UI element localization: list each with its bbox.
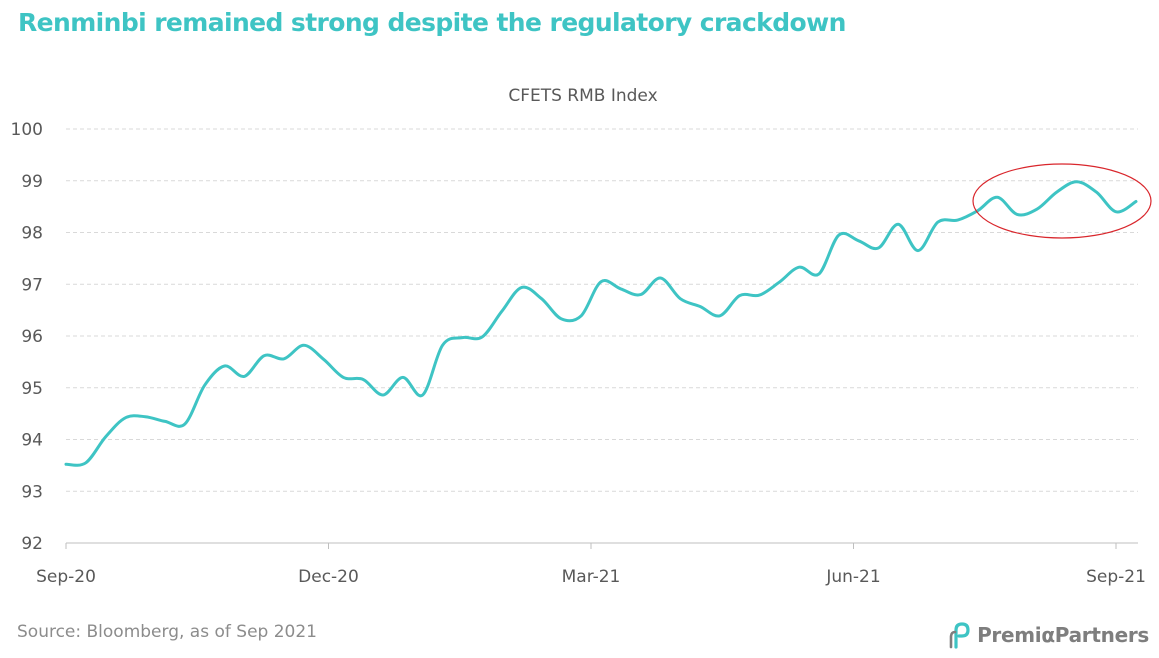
highlight-ellipse bbox=[972, 163, 1152, 239]
x-axis: Sep-20 Dec-20 Mar-21 Jun-21 Sep-21 bbox=[36, 542, 1146, 587]
annotation-layer bbox=[972, 163, 1152, 239]
y-tick-label: 98 bbox=[21, 224, 43, 244]
chart-headline: Renminbi remained strong despite the reg… bbox=[18, 8, 846, 37]
series-line-cfets-rmb-index bbox=[64, 180, 1138, 467]
y-tick-label: 96 bbox=[21, 327, 43, 347]
brand-name: PremiαPartners bbox=[977, 623, 1149, 647]
y-tick-label: 94 bbox=[21, 431, 43, 451]
x-tick-label: Sep-21 bbox=[1086, 567, 1146, 587]
y-tick-label: 99 bbox=[21, 172, 43, 192]
premia-partners-logo-icon bbox=[949, 622, 970, 649]
y-axis: 92 93 94 95 96 97 98 99 100 bbox=[11, 120, 43, 554]
y-tick-label: 95 bbox=[21, 379, 43, 399]
y-tick-label: 100 bbox=[11, 120, 43, 140]
y-tick-label: 92 bbox=[21, 534, 43, 554]
y-tick-label: 93 bbox=[21, 482, 43, 502]
x-tick-label: Dec-20 bbox=[298, 567, 359, 587]
gridlines bbox=[66, 128, 1138, 492]
x-tick-label: Mar-21 bbox=[562, 567, 621, 587]
chart-title: CFETS RMB Index bbox=[508, 86, 657, 106]
series-layer bbox=[64, 180, 1138, 467]
x-tick-label: Sep-20 bbox=[36, 567, 96, 587]
x-tick-label: Jun-21 bbox=[825, 567, 880, 587]
y-tick-label: 97 bbox=[21, 275, 43, 295]
brand-logo: PremiαPartners bbox=[948, 621, 1149, 649]
source-note: Source: Bloomberg, as of Sep 2021 bbox=[17, 622, 317, 642]
